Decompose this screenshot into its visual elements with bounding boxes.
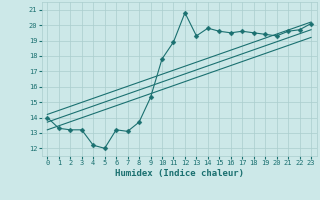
X-axis label: Humidex (Indice chaleur): Humidex (Indice chaleur): [115, 169, 244, 178]
